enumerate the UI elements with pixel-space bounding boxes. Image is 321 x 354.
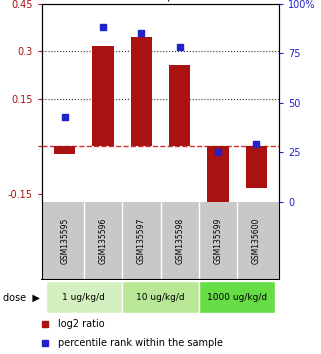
Text: GSM135598: GSM135598 [175, 218, 184, 264]
Title: GDS2924 / 12294: GDS2924 / 12294 [105, 0, 216, 2]
Text: GSM135595: GSM135595 [60, 217, 69, 264]
Bar [131, 37, 152, 146]
Text: GSM135596: GSM135596 [99, 217, 108, 264]
Point [100, 24, 106, 30]
FancyBboxPatch shape [122, 281, 199, 313]
Point [139, 30, 144, 36]
Bar [92, 46, 114, 146]
Point [254, 142, 259, 147]
FancyBboxPatch shape [46, 281, 122, 313]
Text: 1 ug/kg/d: 1 ug/kg/d [63, 293, 105, 302]
Point [215, 149, 221, 155]
Point [177, 44, 182, 50]
Text: 10 ug/kg/d: 10 ug/kg/d [136, 293, 185, 302]
Bar [169, 65, 190, 146]
Text: 1000 ug/kg/d: 1000 ug/kg/d [207, 293, 267, 302]
Text: GSM135599: GSM135599 [213, 217, 222, 264]
Bar [246, 146, 267, 188]
Text: log2 ratio: log2 ratio [58, 319, 104, 329]
Text: GSM135600: GSM135600 [252, 217, 261, 264]
Text: dose  ▶: dose ▶ [3, 292, 40, 302]
Point [62, 114, 67, 119]
Bar [207, 146, 229, 202]
Text: GSM135597: GSM135597 [137, 217, 146, 264]
Text: percentile rank within the sample: percentile rank within the sample [58, 338, 223, 348]
Bar [54, 146, 75, 154]
FancyBboxPatch shape [199, 281, 275, 313]
